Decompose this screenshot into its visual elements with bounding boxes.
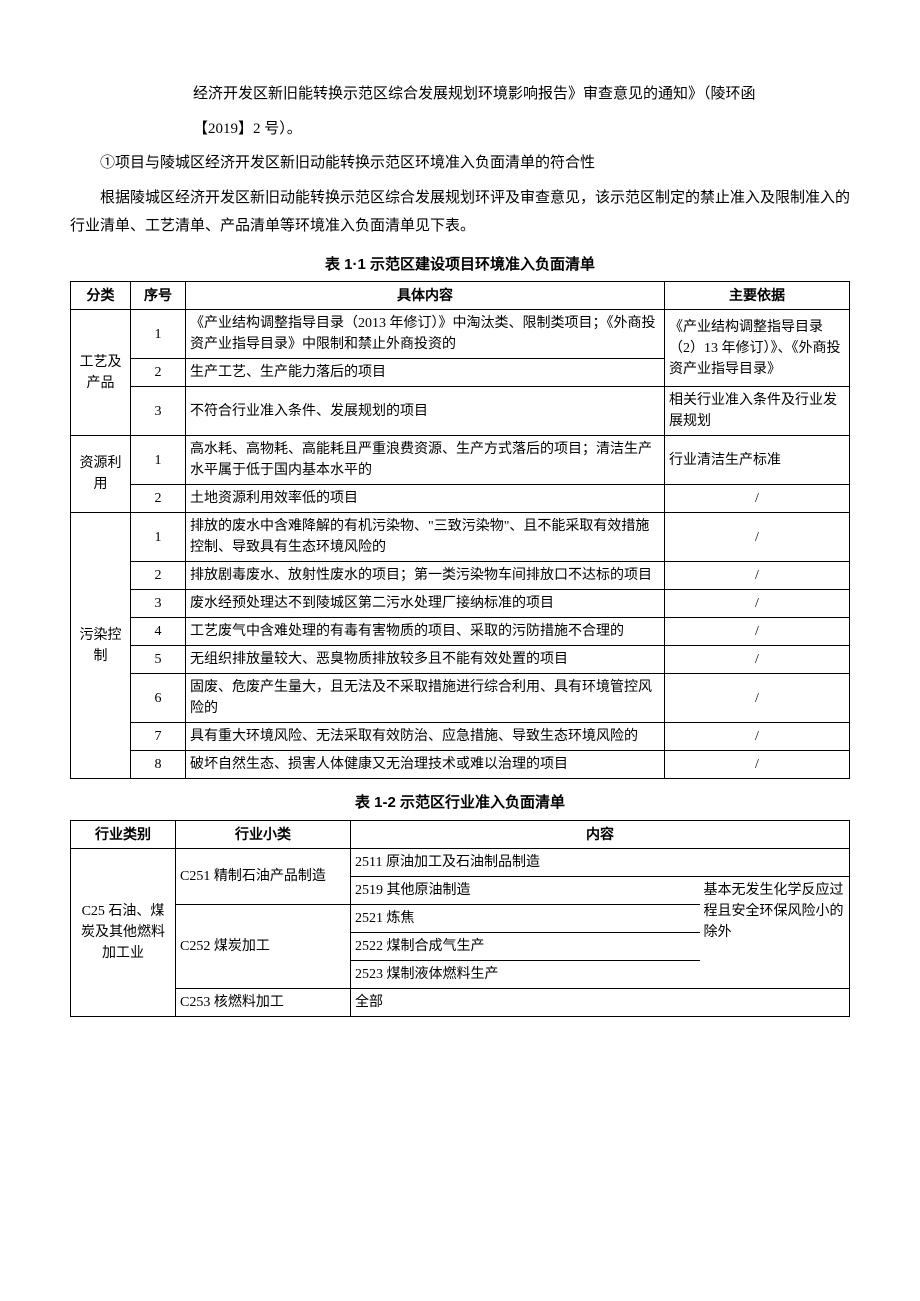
table-1-content-cell: 土地资源利用效率低的项目 xyxy=(186,485,665,513)
table-row: C25 石油、煤炭及其他燃料加工业 C251 精制石油产品制造 2511 原油加… xyxy=(71,848,850,876)
table-1-basis-cell: / xyxy=(665,562,850,590)
table-2-header-content: 内容 xyxy=(351,820,850,848)
table-1-basis-cell: / xyxy=(665,618,850,646)
table-row: 污染控制1排放的废水中含难降解的有机污染物、"三致污染物"、且不能采取有效措施控… xyxy=(71,513,850,562)
table-row: 5无组织排放量较大、恶臭物质排放较多且不能有效处置的项目/ xyxy=(71,646,850,674)
table-row: 2排放剧毒废水、放射性废水的项目；第一类污染物车间排放口不达标的项目/ xyxy=(71,562,850,590)
table-1-content-cell: 具有重大环境风险、无法采取有效防治、应急措施、导致生态环境风险的 xyxy=(186,723,665,751)
table-1-content-cell: 废水经预处理达不到陵城区第二污水处理厂接纳标准的项目 xyxy=(186,590,665,618)
table-1-content-cell: 不符合行业准入条件、发展规划的项目 xyxy=(186,387,665,436)
table-1-seq-cell: 7 xyxy=(131,723,186,751)
table-1-header-category: 分类 xyxy=(71,282,131,310)
table-1-basis-cell: 《产业结构调整指导目录（2）13 年修订）》、《外商投资产业指导目录》 xyxy=(665,310,850,387)
table-1-seq-cell: 1 xyxy=(131,436,186,485)
table-2-header-category: 行业类别 xyxy=(71,820,176,848)
table-2-category-cell: C25 石油、煤炭及其他燃料加工业 xyxy=(71,848,176,1016)
table-1-basis-cell: 行业清洁生产标准 xyxy=(665,436,850,485)
table-1-content-cell: 工艺废气中含难处理的有毒有害物质的项目、采取的污防措施不合理的 xyxy=(186,618,665,646)
table-row: 4工艺废气中含难处理的有毒有害物质的项目、采取的污防措施不合理的/ xyxy=(71,618,850,646)
document-page: 经济开发区新旧能转换示范区综合发展规划环境影响报告》审查意见的通知》（陵环函 【… xyxy=(0,0,920,1301)
table-1-seq-cell: 2 xyxy=(131,485,186,513)
table-2-detail-cell: 2511 原油加工及石油制品制造 xyxy=(351,848,850,876)
table-1: 分类 序号 具体内容 主要依据 工艺及产品1《产业结构调整指导目录（2013 年… xyxy=(70,281,850,779)
table-2-detail-cell: 2523 煤制液体燃料生产 xyxy=(351,960,700,988)
table-1-seq-cell: 2 xyxy=(131,562,186,590)
table-2: 行业类别 行业小类 内容 C25 石油、煤炭及其他燃料加工业 C251 精制石油… xyxy=(70,820,850,1017)
table-row: 6固废、危废产生量大，且无法及不采取措施进行综合利用、具有环境管控风险的/ xyxy=(71,674,850,723)
table-2-note-cell: 基本无发生化学反应过程且安全环保风险小的除外 xyxy=(700,876,850,988)
table-1-basis-cell: / xyxy=(665,751,850,779)
paragraph-3: ①项目与陵城区经济开发区新旧动能转换示范区环境准入负面清单的符合性 xyxy=(70,149,850,178)
table-1-content-cell: 无组织排放量较大、恶臭物质排放较多且不能有效处置的项目 xyxy=(186,646,665,674)
table-2-caption: 表 1-2 示范区行业准入负面清单 xyxy=(70,789,850,818)
table-1-seq-cell: 8 xyxy=(131,751,186,779)
table-2-detail-cell: 2521 炼焦 xyxy=(351,904,700,932)
table-1-seq-cell: 6 xyxy=(131,674,186,723)
table-2-detail-cell: 2522 煤制合成气生产 xyxy=(351,932,700,960)
table-1-header-row: 分类 序号 具体内容 主要依据 xyxy=(71,282,850,310)
table-row: 3废水经预处理达不到陵城区第二污水处理厂接纳标准的项目/ xyxy=(71,590,850,618)
table-1-basis-cell: 相关行业准入条件及行业发展规划 xyxy=(665,387,850,436)
table-row: C253 核燃料加工 全部 xyxy=(71,988,850,1016)
table-1-seq-cell: 2 xyxy=(131,359,186,387)
paragraph-2: 【2019】2 号）。 xyxy=(70,115,850,144)
table-1-basis-cell: / xyxy=(665,723,850,751)
table-1-seq-cell: 5 xyxy=(131,646,186,674)
table-row: 8破坏自然生态、损害人体健康又无治理技术或难以治理的项目/ xyxy=(71,751,850,779)
table-1-seq-cell: 3 xyxy=(131,387,186,436)
table-1-content-cell: 生产工艺、生产能力落后的项目 xyxy=(186,359,665,387)
table-2-detail-cell: 全部 xyxy=(351,988,850,1016)
table-2-sub-cell: C251 精制石油产品制造 xyxy=(176,848,351,904)
table-1-basis-cell: / xyxy=(665,674,850,723)
table-1-category-cell: 工艺及产品 xyxy=(71,310,131,436)
table-2-header-subcategory: 行业小类 xyxy=(176,820,351,848)
table-1-content-cell: 排放的废水中含难降解的有机污染物、"三致污染物"、且不能采取有效措施控制、导致具… xyxy=(186,513,665,562)
table-1-basis-cell: / xyxy=(665,590,850,618)
table-1-content-cell: 排放剧毒废水、放射性废水的项目；第一类污染物车间排放口不达标的项目 xyxy=(186,562,665,590)
table-1-content-cell: 高水耗、高物耗、高能耗且严重浪费资源、生产方式落后的项目；清洁生产水平属于低于国… xyxy=(186,436,665,485)
table-1-header-seq: 序号 xyxy=(131,282,186,310)
table-1-basis-cell: / xyxy=(665,513,850,562)
table-row: 资源利用1高水耗、高物耗、高能耗且严重浪费资源、生产方式落后的项目；清洁生产水平… xyxy=(71,436,850,485)
table-1-caption: 表 1·1 示范区建设项目环境准入负面清单 xyxy=(70,251,850,280)
table-1-category-cell: 污染控制 xyxy=(71,513,131,779)
table-1-header-basis: 主要依据 xyxy=(665,282,850,310)
table-1-basis-cell: / xyxy=(665,646,850,674)
table-1-basis-cell: / xyxy=(665,485,850,513)
table-1-category-cell: 资源利用 xyxy=(71,436,131,513)
table-row: 7具有重大环境风险、无法采取有效防治、应急措施、导致生态环境风险的/ xyxy=(71,723,850,751)
table-2-detail-cell: 2519 其他原油制造 xyxy=(351,876,700,904)
table-2-sub-cell: C252 煤炭加工 xyxy=(176,904,351,988)
table-row: 3不符合行业准入条件、发展规划的项目相关行业准入条件及行业发展规划 xyxy=(71,387,850,436)
table-1-seq-cell: 1 xyxy=(131,310,186,359)
paragraph-4: 根据陵城区经济开发区新旧动能转换示范区综合发展规划环评及审查意见，该示范区制定的… xyxy=(70,184,850,241)
table-1-seq-cell: 1 xyxy=(131,513,186,562)
table-2-sub-cell: C253 核燃料加工 xyxy=(176,988,351,1016)
table-1-seq-cell: 4 xyxy=(131,618,186,646)
table-1-seq-cell: 3 xyxy=(131,590,186,618)
paragraph-1: 经济开发区新旧能转换示范区综合发展规划环境影响报告》审查意见的通知》（陵环函 xyxy=(70,80,850,109)
table-1-content-cell: 固废、危废产生量大，且无法及不采取措施进行综合利用、具有环境管控风险的 xyxy=(186,674,665,723)
table-row: 2土地资源利用效率低的项目/ xyxy=(71,485,850,513)
table-2-header-row: 行业类别 行业小类 内容 xyxy=(71,820,850,848)
table-1-content-cell: 破坏自然生态、损害人体健康又无治理技术或难以治理的项目 xyxy=(186,751,665,779)
table-row: 工艺及产品1《产业结构调整指导目录（2013 年修订）》中淘汰类、限制类项目；《… xyxy=(71,310,850,359)
table-1-content-cell: 《产业结构调整指导目录（2013 年修订）》中淘汰类、限制类项目；《外商投资产业… xyxy=(186,310,665,359)
table-1-header-content: 具体内容 xyxy=(186,282,665,310)
